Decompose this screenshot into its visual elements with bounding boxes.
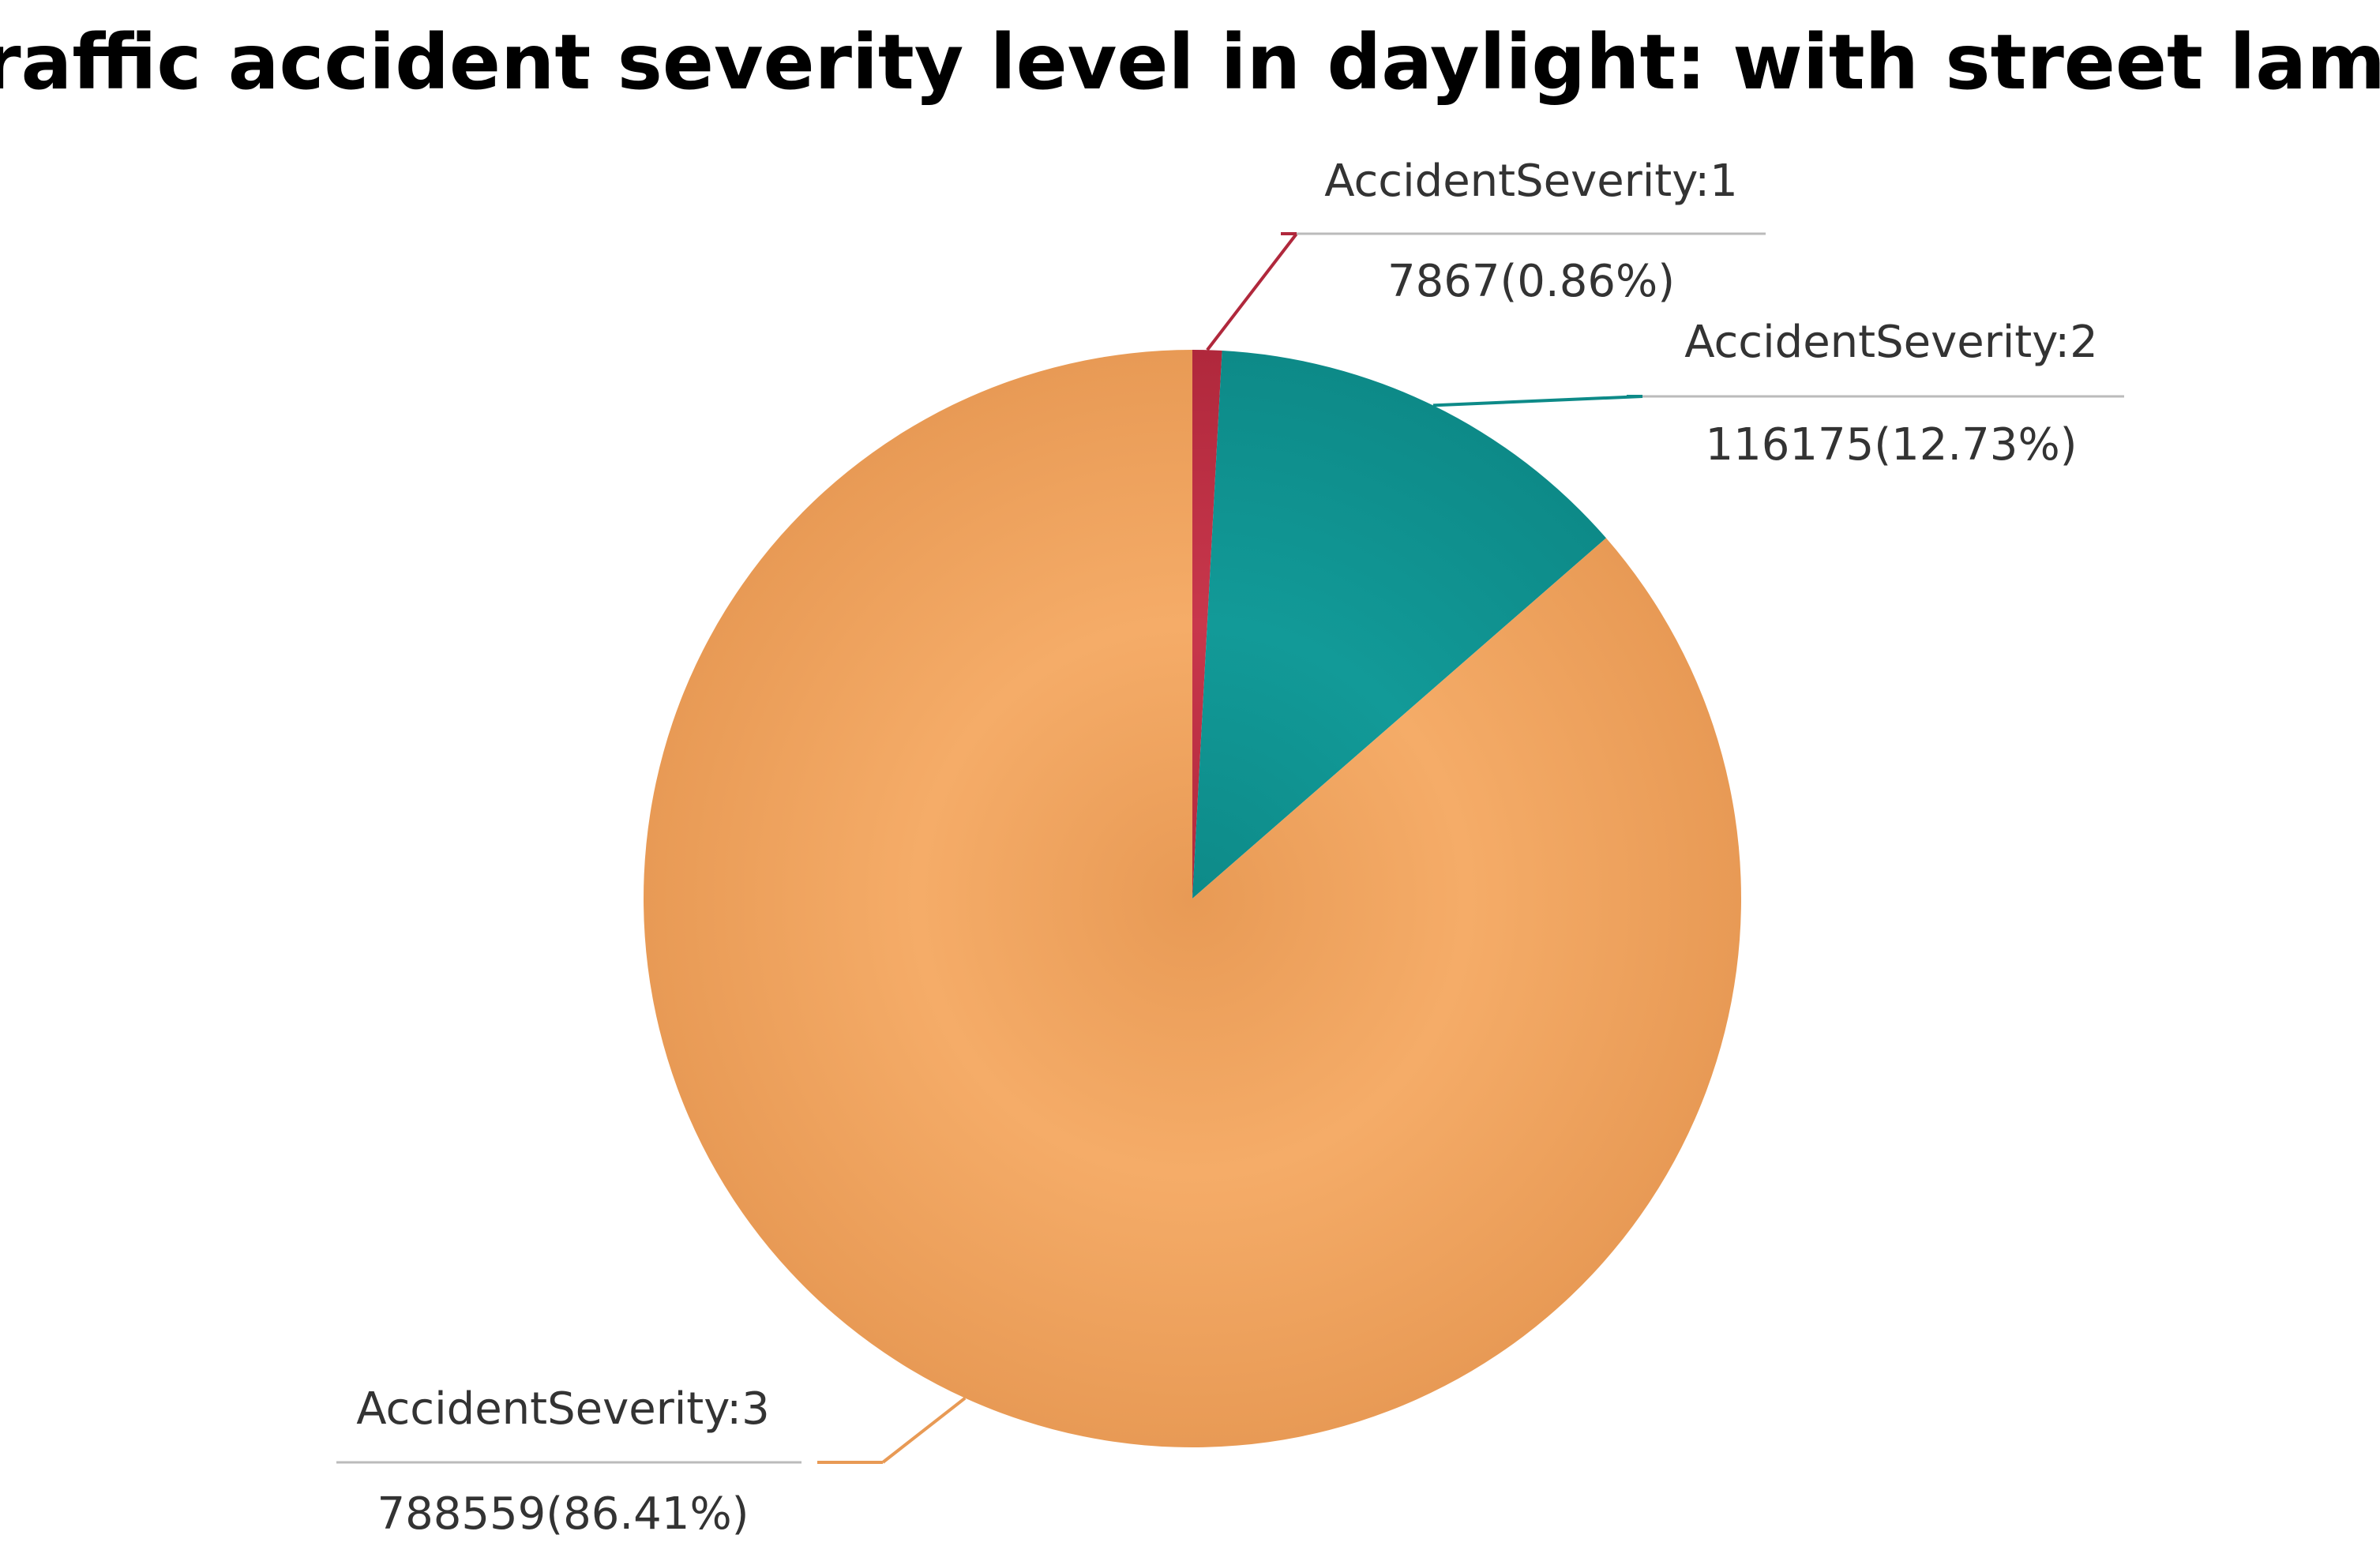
leader-line-3 <box>881 1397 967 1464</box>
slice-label-name-2: AccidentSeverity:2 <box>1684 317 2098 368</box>
slice-label-name-3: AccidentSeverity:3 <box>356 1383 770 1435</box>
leader-line-2 <box>1432 395 1643 407</box>
slice-label-value-1: 7867(0.86%) <box>1387 256 1675 307</box>
slice-label-name-1: AccidentSeverity:1 <box>1324 156 1738 207</box>
slice-label-value-3: 788559(86.41%) <box>377 1488 749 1540</box>
pie-slice-3 <box>643 350 1741 1448</box>
leader-line-1 <box>1206 232 1298 351</box>
pie-slice-2 <box>1192 351 1606 899</box>
slice-label-value-2: 116175(12.73%) <box>1706 419 2078 471</box>
chart-title: Traffic accident severity level in dayli… <box>0 18 2380 107</box>
pie-slice-1 <box>1192 350 1222 899</box>
pie-slices <box>643 350 1741 1448</box>
pie-labels: AccidentSeverity:17867(0.86%)AccidentSev… <box>336 156 2124 1540</box>
